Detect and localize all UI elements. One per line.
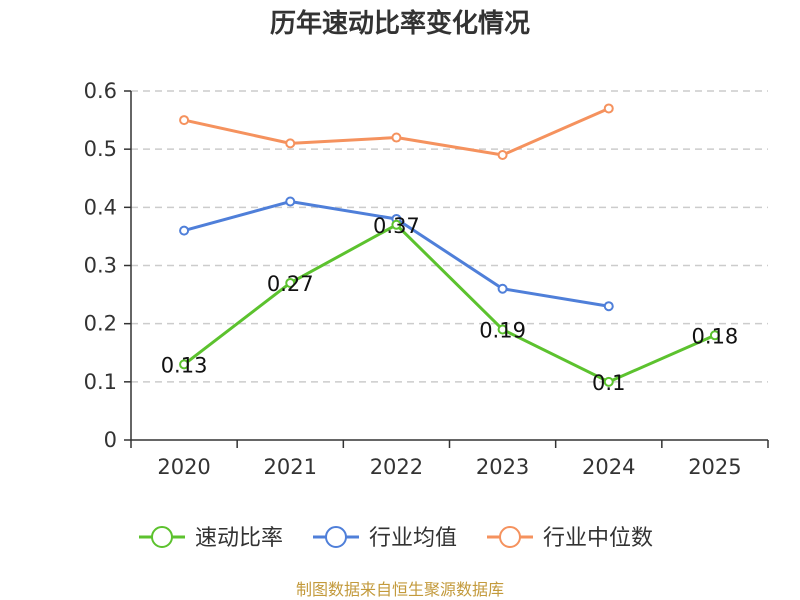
- data-label: 0.37: [373, 214, 420, 238]
- series-2: [179, 103, 614, 160]
- data-label: 0.27: [267, 272, 314, 296]
- x-tick-label: 2021: [264, 455, 317, 479]
- legend-item: 行业均值: [313, 526, 457, 551]
- y-tick-label: 0.1: [84, 370, 117, 394]
- x-tick-label: 2025: [688, 455, 741, 479]
- grid: [131, 90, 768, 383]
- data-point: [603, 301, 614, 312]
- chart-title: 历年速动比率变化情况: [270, 8, 530, 39]
- legend-label: 行业中位数: [543, 526, 653, 551]
- data-label: 0.19: [479, 318, 526, 342]
- data-point: [497, 283, 508, 294]
- legend-marker: [499, 526, 521, 548]
- legend-marker: [151, 526, 173, 548]
- data-point: [391, 219, 402, 230]
- series-layer: [179, 103, 720, 387]
- data-point: [391, 132, 402, 143]
- series-line: [183, 107, 610, 157]
- data-point: [709, 330, 720, 341]
- legend-item: 行业中位数: [487, 526, 653, 551]
- data-point: [285, 196, 296, 207]
- legend-label: 速动比率: [195, 526, 283, 551]
- axes: 0 0.1 0.2 0.3 0.4 0.5 0.6 2020 2021 2022 2023 2024 2…: [84, 79, 769, 479]
- data-point: [285, 138, 296, 149]
- data-label: 0.18: [692, 324, 739, 348]
- source-note: 制图数据来自恒生聚源数据库: [296, 580, 504, 599]
- data-label: 0.13: [161, 353, 208, 377]
- series-line: [183, 223, 716, 384]
- data-labels: 0.13 0.27 0.37 0.19 0.1 0.18: [161, 214, 739, 395]
- y-tick-label: 0: [104, 428, 117, 452]
- legend-item: 速动比率: [139, 526, 283, 551]
- series-0: [179, 219, 720, 387]
- x-tick-label: 2023: [476, 455, 529, 479]
- data-point: [179, 225, 190, 236]
- data-point: [603, 103, 614, 114]
- data-point: [497, 324, 508, 335]
- legend-label: 行业均值: [369, 526, 457, 551]
- data-point: [285, 277, 296, 288]
- x-tick-label: 2020: [157, 455, 210, 479]
- y-tick-label: 0.5: [84, 137, 117, 161]
- data-point: [603, 376, 614, 387]
- legend-marker: [325, 526, 347, 548]
- x-tick-label: 2022: [370, 455, 423, 479]
- x-tick-label: 2024: [582, 455, 635, 479]
- legend: 速动比率 行业均值 行业中位数: [139, 526, 653, 551]
- data-point: [179, 359, 190, 370]
- y-tick-label: 0.3: [84, 254, 117, 278]
- data-point: [497, 149, 508, 160]
- y-tick-label: 0.4: [84, 195, 117, 219]
- y-tick-label: 0.2: [84, 312, 117, 336]
- data-point: [179, 115, 190, 126]
- series-1: [179, 196, 614, 312]
- y-tick-label: 0.6: [84, 79, 117, 103]
- data-label: 0.1: [592, 371, 625, 395]
